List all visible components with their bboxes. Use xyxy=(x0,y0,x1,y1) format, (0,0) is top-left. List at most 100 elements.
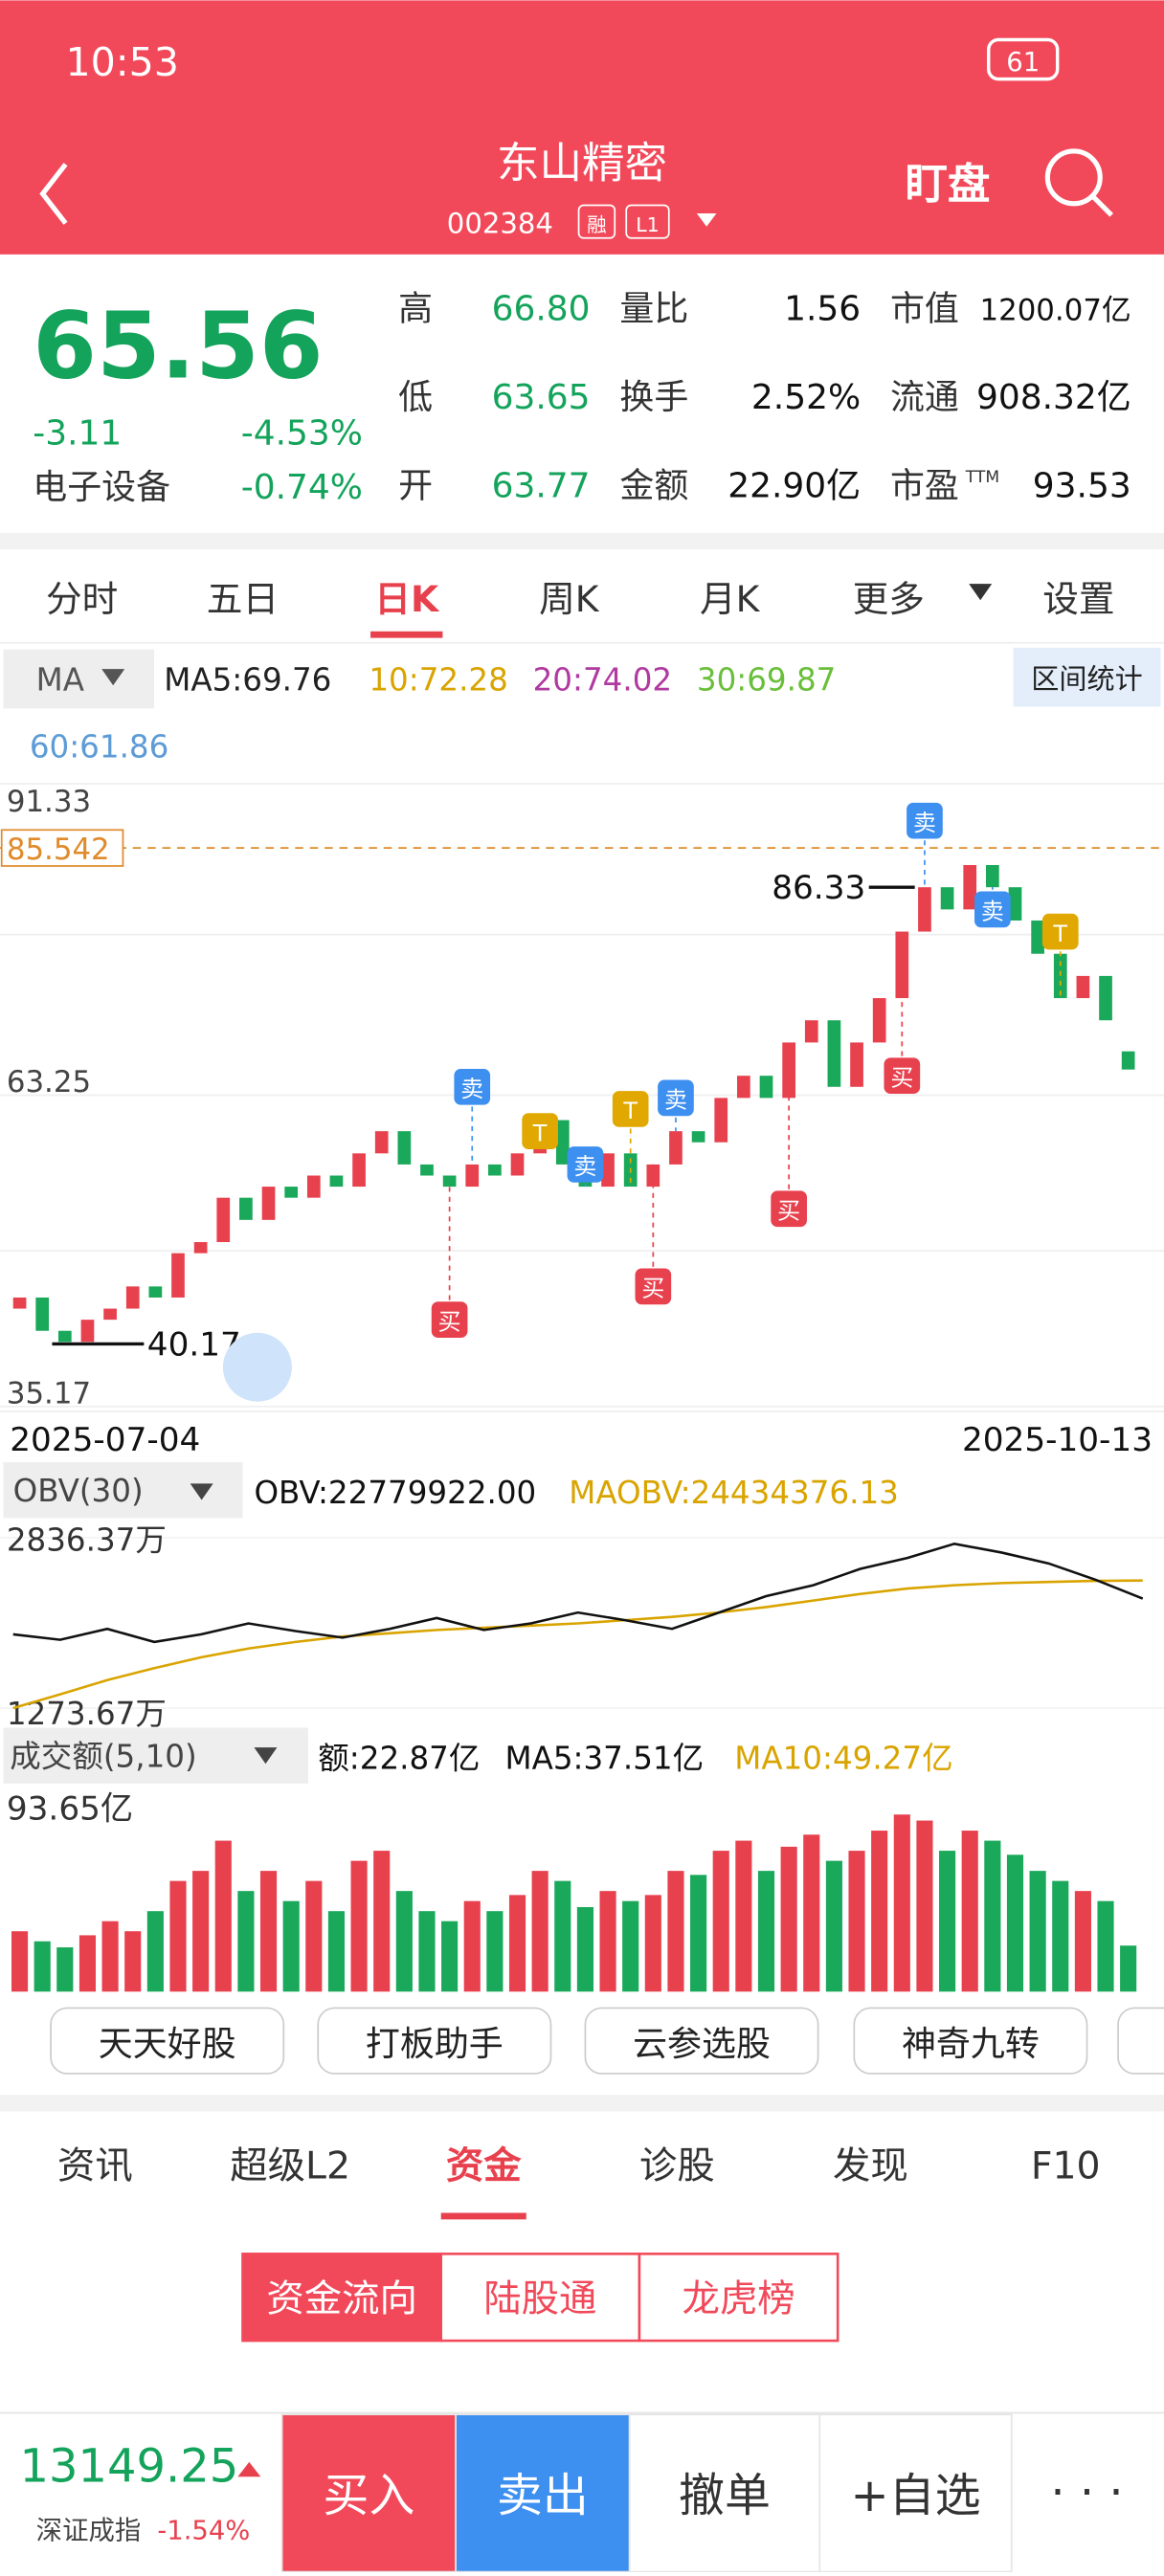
volume-bar xyxy=(34,1941,51,1992)
candle xyxy=(827,1020,841,1087)
volume-bar xyxy=(463,1900,481,1992)
tab[interactable]: 设置 xyxy=(1042,578,1114,620)
segment[interactable] xyxy=(439,2253,641,2343)
candle xyxy=(737,1076,750,1099)
candle xyxy=(1031,920,1044,954)
dropdown[interactable] xyxy=(696,213,717,227)
candle xyxy=(691,1131,705,1143)
range-button[interactable] xyxy=(1013,647,1161,707)
obv-line xyxy=(12,1543,1144,1644)
signal-badge xyxy=(431,1301,468,1338)
tab[interactable]: 五日 xyxy=(207,578,279,620)
volume-text: 额:22.87亿 xyxy=(318,1740,480,1776)
segment-label: 龙虎榜 xyxy=(682,2276,795,2321)
signal-label: T xyxy=(1052,921,1067,947)
candle xyxy=(284,1187,299,1198)
volume-bar xyxy=(282,1900,300,1992)
signal-badge xyxy=(884,1057,921,1095)
volume-bar xyxy=(667,1871,684,1992)
volume-bar xyxy=(350,1860,368,1992)
candle xyxy=(714,1098,728,1143)
volume-bar xyxy=(418,1911,436,1992)
subtab[interactable]: F10 xyxy=(1031,2144,1101,2188)
signal-label: 买 xyxy=(438,1308,461,1335)
subtab[interactable]: 超级L2 xyxy=(230,2144,350,2188)
subtab[interactable]: 资讯 xyxy=(57,2144,133,2188)
volume-bar xyxy=(576,1906,593,1992)
ma-value: 10:72.28 xyxy=(369,661,507,698)
ma-selector[interactable] xyxy=(3,649,154,709)
tool-pill[interactable] xyxy=(584,2007,819,2075)
tool-pill[interactable] xyxy=(317,2007,552,2075)
ma-value: MA5:69.76 xyxy=(164,661,331,698)
volume-bar xyxy=(1120,1945,1137,1992)
signal-label: 买 xyxy=(777,1198,800,1225)
segment[interactable] xyxy=(638,2253,839,2343)
battery-level: 61 xyxy=(1006,48,1040,78)
y-tick-label: 1273.67万 xyxy=(7,1696,167,1732)
price-line-box xyxy=(0,829,124,867)
segment[interactable] xyxy=(241,2253,442,2343)
tool-pill[interactable] xyxy=(1117,2007,1164,2075)
bottom-button-label: +自选 xyxy=(851,2469,981,2522)
tab[interactable]: 分时 xyxy=(46,578,118,620)
volume-bar xyxy=(893,1814,910,1992)
stat-value: 63.65 xyxy=(492,378,591,417)
subtab[interactable]: 资金 xyxy=(446,2144,522,2188)
volume-bar xyxy=(1029,1871,1046,1992)
back[interactable] xyxy=(39,163,68,225)
subtab[interactable]: 诊股 xyxy=(639,2144,715,2188)
tab[interactable]: 月K xyxy=(700,578,761,620)
more-button[interactable]: · · · xyxy=(1050,2466,1123,2520)
signal-label: 卖 xyxy=(981,899,1004,925)
subtab[interactable]: 发现 xyxy=(833,2144,908,2188)
expand-button[interactable] xyxy=(222,1332,292,1402)
volume-bar xyxy=(124,1931,142,1992)
volume-bar xyxy=(56,1947,74,1992)
stat-label: 市盈 xyxy=(890,466,959,505)
volume-bar xyxy=(441,1921,459,1992)
volume-bar xyxy=(690,1875,707,1992)
tag: L1 xyxy=(636,213,660,236)
volume-bar xyxy=(757,1871,775,1992)
search[interactable] xyxy=(1044,148,1103,207)
tab[interactable]: 更多 xyxy=(853,578,925,620)
dropdown xyxy=(254,1747,278,1765)
tool-pill[interactable] xyxy=(50,2007,285,2075)
bottom-button[interactable] xyxy=(818,2413,1013,2573)
watch-button[interactable]: 盯盘 xyxy=(905,161,990,210)
tab[interactable]: 日K xyxy=(374,578,440,620)
ma-value: 60:61.86 xyxy=(30,729,168,766)
stat-value: 2.52% xyxy=(751,378,861,417)
volume-bar xyxy=(327,1911,346,1992)
volume-bar xyxy=(146,1911,164,1992)
range-button-label: 区间统计 xyxy=(1031,663,1142,696)
signal-badge xyxy=(771,1190,807,1228)
stat-value: 1200.07亿 xyxy=(980,293,1131,327)
header-bg xyxy=(0,0,1164,255)
price: 65.56 xyxy=(33,292,323,399)
tool-pill[interactable] xyxy=(853,2007,1088,2075)
candle xyxy=(963,865,977,910)
stock-name: 东山精密 xyxy=(497,139,667,188)
index-arrow xyxy=(237,2461,261,2477)
divider xyxy=(0,533,1164,550)
stat-value: 66.80 xyxy=(492,289,591,328)
signal-badge xyxy=(658,1079,694,1117)
bottom-button[interactable] xyxy=(280,2413,457,2573)
volume-bar xyxy=(1052,1880,1069,1992)
tab[interactable]: 周K xyxy=(539,578,600,620)
candle xyxy=(329,1175,344,1188)
tool-label: 打板助手 xyxy=(366,2025,504,2064)
candle xyxy=(555,1120,570,1165)
bottom-button-label: 卖出 xyxy=(497,2469,589,2522)
bottom-button[interactable] xyxy=(455,2413,631,2573)
dropdown xyxy=(190,1483,213,1500)
price-line-label: 85.542 xyxy=(7,833,110,867)
tool-label: 天天好股 xyxy=(99,2025,236,2064)
signal-label: T xyxy=(532,1120,548,1146)
candle xyxy=(420,1164,434,1176)
signal-badge xyxy=(635,1268,672,1305)
volume-selector[interactable] xyxy=(3,1727,308,1784)
